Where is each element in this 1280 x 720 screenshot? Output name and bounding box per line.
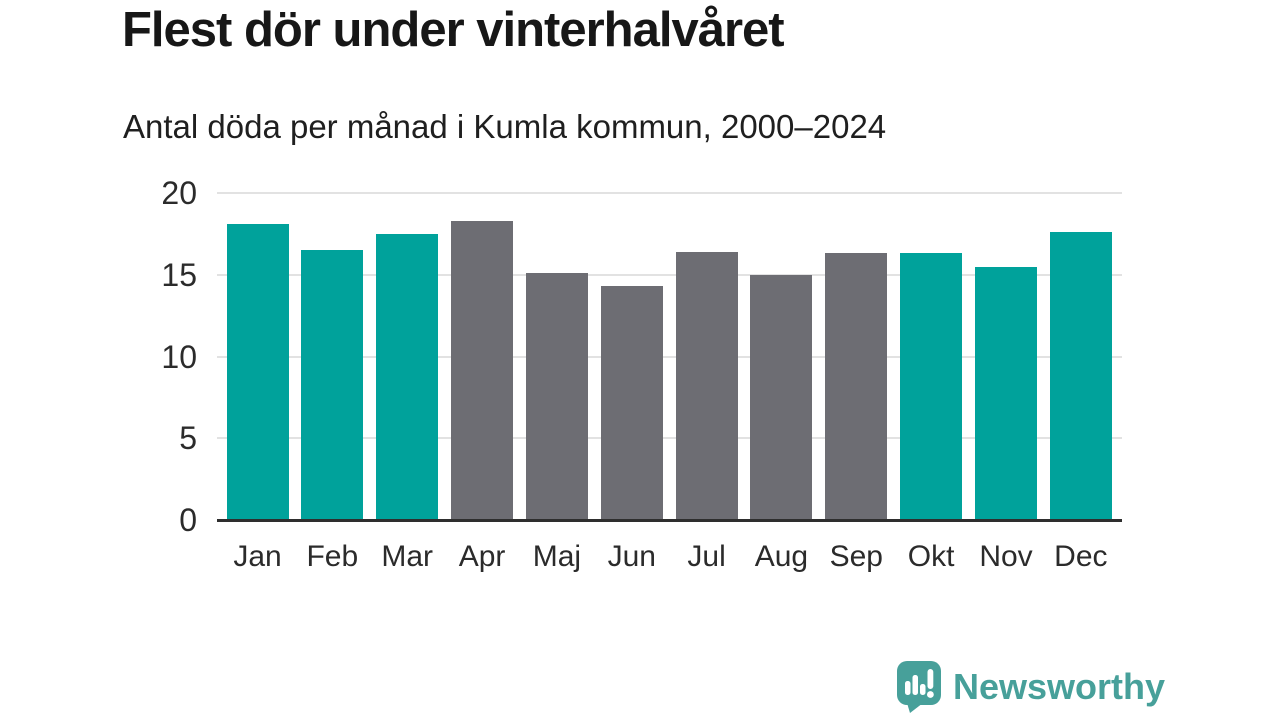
y-tick-label-15: 15 [161,256,197,293]
y-tick-label-5: 5 [179,420,197,457]
x-tick-label-nov: Nov [979,540,1033,573]
newsworthy-chart-bubble-icon [897,661,941,713]
bar-jan [226,224,289,520]
x-tick-label-jul: Jul [687,540,726,573]
x-tick-label-jun: Jun [607,540,656,573]
bar-jul [675,251,738,520]
y-tick-label-20: 20 [161,175,197,211]
x-tick-label-jan: Jan [233,540,282,573]
x-tick-label-sep: Sep [829,540,883,573]
x-axis-line [217,519,1122,522]
gridline-5 [217,437,1122,440]
x-tick-label-feb: Feb [306,540,359,573]
gridline-10 [217,355,1122,358]
x-tick-label-aug: Aug [754,540,809,573]
bar-mar [376,233,439,520]
bar-okt [900,253,963,520]
bar-maj [525,273,588,520]
bar-aug [750,274,813,520]
bar-dec [1049,232,1112,520]
y-tick-label-0: 0 [179,502,197,538]
y-tick-label-10: 10 [161,338,197,375]
bar-nov [975,266,1037,520]
bar-feb [301,250,364,520]
bar-jun [600,286,663,520]
newsworthy-branding: Newsworthy [896,660,1165,714]
x-tick-label-dec: Dec [1054,540,1108,573]
gridline-20 [217,192,1122,194]
bar-apr [451,220,514,520]
chart-title: Flest dör under vinterhalvåret [122,3,785,57]
chart-subtitle: Antal döda per månad i Kumla kommun, 200… [123,108,887,145]
x-tick-label-okt: Okt [907,540,955,573]
newsworthy-logo-text: Newsworthy [953,666,1166,707]
x-tick-label-apr: Apr [458,540,506,573]
bar-sep [825,253,888,520]
gridline-15 [217,273,1122,276]
x-tick-label-mar: Mar [381,540,434,573]
x-tick-label-maj: Maj [532,540,582,573]
